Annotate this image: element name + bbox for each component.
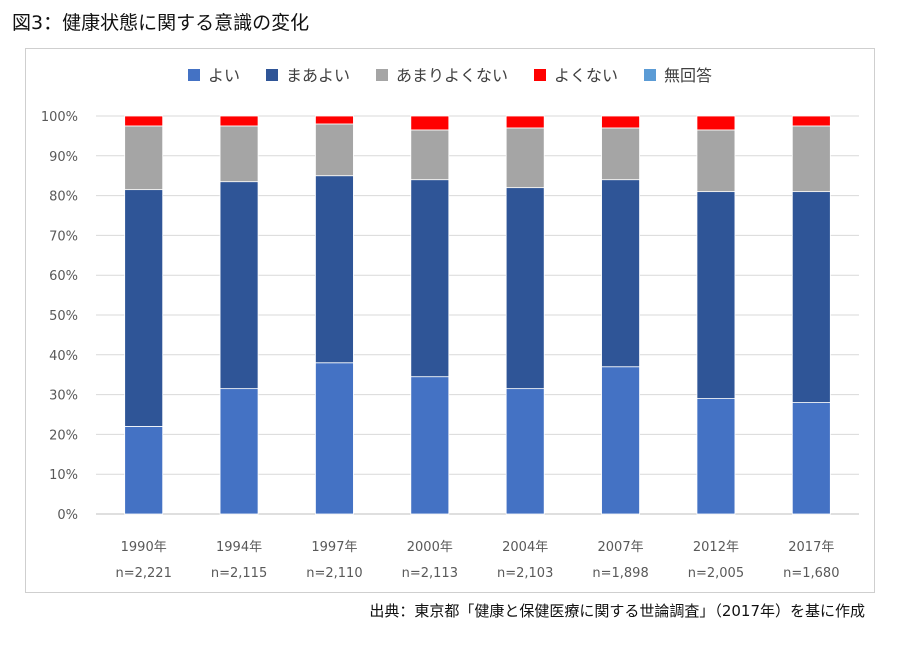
bar-segment-4 [791, 115, 831, 127]
x-tick-label: 1994年 [216, 540, 262, 555]
source-note: 出典：東京都「健康と保健医療に関する世論調査」（2017年）を基に作成 [369, 602, 865, 620]
stacked-bar-chart: よい まあよい あまりよくない よくない 無回答 0% 10% 20% 30% 40% 50% 60… [41, 66, 859, 581]
y-tick-label: 40% [49, 349, 78, 364]
legend-swatch [188, 69, 200, 81]
bar-segment-1 [696, 398, 736, 515]
figure-title: 図3：健康状態に関する意識の変化 [12, 12, 310, 34]
x-tick-label: 2012年 [693, 540, 739, 555]
legend-label: あまりよくない [396, 66, 508, 85]
y-tick-label: 50% [49, 309, 78, 324]
y-axis: 0% 10% 20% 30% 40% 50% 60% 70% 80% 90% 100% [41, 110, 78, 523]
y-tick-label: 20% [49, 428, 78, 443]
x-axis: 1990年 n=2,221 1994年 n=2,115 1997年 n=2,110 2000… [116, 540, 840, 581]
sample-size-label: n=2,005 [688, 566, 744, 581]
y-tick-label: 80% [49, 190, 78, 205]
bar-segment-2 [791, 191, 831, 403]
bar-segment-4 [505, 115, 545, 129]
bar-segment-1 [791, 402, 831, 515]
y-tick-label: 90% [49, 150, 78, 165]
legend-swatch [644, 69, 656, 81]
x-tick-label: 2004年 [502, 540, 548, 555]
bar-segment-3 [505, 127, 545, 189]
bar-segment-2 [505, 187, 545, 390]
bar-segment-4 [315, 115, 354, 125]
bar-segment-1 [601, 366, 640, 515]
bar-segment-3 [219, 125, 259, 183]
bar-segment-1 [410, 376, 450, 515]
y-tick-label: 0% [57, 508, 78, 523]
bar-segment-1 [219, 388, 259, 515]
sample-size-label: n=1,898 [592, 566, 648, 581]
chart-gridlines [96, 115, 859, 515]
sample-size-label: n=2,115 [211, 566, 267, 581]
bar-segment-4 [696, 115, 736, 131]
bar-segment-4 [410, 115, 450, 131]
legend-label: まあよい [286, 66, 350, 85]
sample-size-label: n=2,110 [306, 566, 362, 581]
bar-segment-2 [601, 179, 640, 368]
bar-segment-1 [315, 362, 354, 515]
bar-segment-4 [219, 115, 259, 127]
bar-segment-3 [124, 125, 164, 191]
chart-bars [124, 115, 831, 515]
chart-frame: よい まあよい あまりよくない よくない 無回答 0% 10% 20% 30% 40% 50% 60… [25, 48, 875, 593]
legend-label: 無回答 [664, 66, 712, 85]
y-tick-label: 70% [49, 229, 78, 244]
legend-label: よくない [554, 66, 618, 85]
x-tick-label: 2007年 [598, 540, 644, 555]
bar-segment-4 [601, 115, 640, 129]
legend-swatch [534, 69, 546, 81]
legend-label: よい [208, 66, 240, 85]
y-tick-label: 30% [49, 389, 78, 404]
bar-segment-3 [791, 125, 831, 193]
bar-segment-3 [410, 129, 450, 181]
y-tick-label: 100% [41, 110, 78, 125]
bar-segment-4 [124, 115, 164, 127]
bar-segment-2 [219, 181, 259, 390]
bar-segment-3 [315, 123, 354, 177]
sample-size-label: n=2,103 [497, 566, 553, 581]
bar-segment-2 [124, 189, 164, 427]
y-tick-label: 10% [49, 468, 78, 483]
bar-segment-3 [601, 127, 640, 181]
bar-segment-2 [315, 175, 354, 364]
legend-swatch [376, 69, 388, 81]
y-tick-label: 60% [49, 269, 78, 284]
bar-segment-3 [696, 129, 736, 193]
x-tick-label: 1990年 [121, 540, 167, 555]
bar-segment-2 [696, 191, 736, 399]
bar-segment-1 [124, 426, 164, 515]
bar-segment-2 [410, 179, 450, 378]
chart-legend: よい まあよい あまりよくない よくない 無回答 [188, 66, 712, 85]
sample-size-label: n=1,680 [783, 566, 839, 581]
sample-size-label: n=2,113 [402, 566, 458, 581]
legend-swatch [266, 69, 278, 81]
x-tick-label: 2017年 [788, 540, 834, 555]
x-tick-label: 2000年 [407, 540, 453, 555]
sample-size-label: n=2,221 [116, 566, 172, 581]
bar-segment-1 [505, 388, 545, 515]
x-tick-label: 1997年 [311, 540, 357, 555]
